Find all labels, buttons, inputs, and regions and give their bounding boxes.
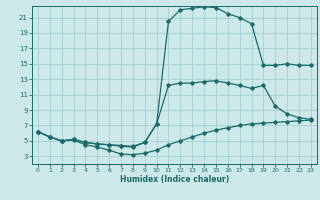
X-axis label: Humidex (Indice chaleur): Humidex (Indice chaleur): [120, 175, 229, 184]
